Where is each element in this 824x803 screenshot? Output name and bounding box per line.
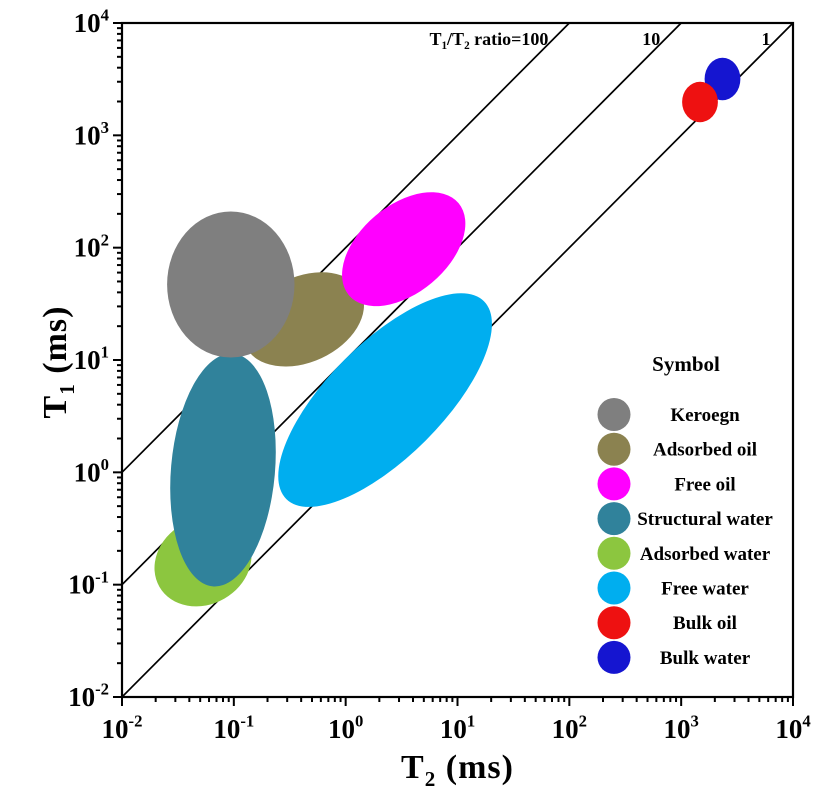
structural-water-swatch-icon	[597, 502, 631, 536]
adsorbed-oil-swatch-icon	[597, 432, 631, 466]
legend-label-free-water: Free water	[661, 579, 749, 600]
x-tick-label-1e-1: 10-1	[213, 712, 254, 744]
legend-item-adsorbed-water: Adsorbed water	[597, 536, 771, 570]
x-tick-label-1e1: 101	[440, 712, 475, 744]
region-bulk-oil	[682, 81, 718, 123]
y-tick-label-1e3: 103	[74, 118, 109, 150]
legend-label-adsorbed-water: Adsorbed water	[640, 544, 771, 565]
y-tick-label-1e2: 102	[74, 230, 109, 262]
legend-label-bulk-oil: Bulk oil	[673, 613, 737, 634]
legend-item-free-oil: Free oil	[597, 467, 736, 501]
y-tick-label-1e4: 104	[74, 6, 110, 38]
region-structural-water	[170, 353, 276, 587]
y-tick-label-1e1: 101	[74, 343, 109, 375]
bulk-water-swatch-icon	[597, 640, 631, 674]
legend-label-bulk-water: Bulk water	[660, 648, 751, 669]
x-tick-label-1e2: 102	[552, 712, 587, 744]
fluid-regions-layer	[154, 57, 741, 607]
ratio-label-1: 1	[762, 29, 771, 49]
ratio-label-10: 10	[642, 29, 660, 49]
legend-item-bulk-water: Bulk water	[597, 640, 751, 674]
legend-label-adsorbed-oil: Adsorbed oil	[653, 440, 757, 461]
kerogen-swatch-icon	[597, 398, 631, 431]
x-axis-label: T2 (ms)	[401, 749, 514, 791]
free-water-swatch-icon	[597, 571, 631, 605]
region-free-oil	[342, 192, 466, 307]
axes-layer: 10-2 10-1 100 101 102 103 10410-210-1100101102…	[68, 6, 811, 744]
region-kerogen	[167, 211, 295, 358]
free-oil-swatch-icon	[597, 467, 631, 501]
region-free-water	[278, 293, 492, 507]
legend-item-bulk-oil: Bulk oil	[597, 606, 737, 640]
bulk-oil-swatch-icon	[597, 606, 631, 640]
legend-item-structural-water: Structural water	[597, 502, 773, 536]
y-tick-label-1e-1: 10-1	[68, 567, 109, 599]
x-tick-label-1e3: 103	[663, 712, 698, 744]
legend-label-free-oil: Free oil	[674, 474, 735, 495]
x-tick-label-1e4: 104	[775, 712, 811, 744]
y-tick-label-1e-2: 10-2	[68, 680, 109, 712]
y-axis-label: T1 (ms)	[37, 306, 79, 419]
legend-label-kerogen: Keroegn	[670, 405, 740, 426]
adsorbed-water-swatch-icon	[597, 536, 631, 570]
x-tick-label-1e-2: 10-2	[102, 712, 143, 744]
x-tick-label-1e0: 100	[328, 712, 363, 744]
ratio-label-100: T1/T2 ratio=100	[429, 29, 548, 52]
y-tick-label-1e0: 100	[74, 455, 109, 487]
legend-title: Symbol	[652, 352, 720, 376]
legend-label-structural-water: Structural water	[637, 509, 773, 530]
legend-item-free-water: Free water	[597, 571, 749, 605]
legend: Symbol Keroegn Adsorbed oil Free oil Structu…	[597, 352, 773, 674]
legend-item-kerogen: Keroegn	[597, 398, 740, 431]
legend-item-adsorbed-oil: Adsorbed oil	[597, 432, 757, 466]
plot-frame	[120, 21, 795, 699]
axis-labels-layer: T2 (ms) T1 (ms)	[37, 306, 514, 792]
